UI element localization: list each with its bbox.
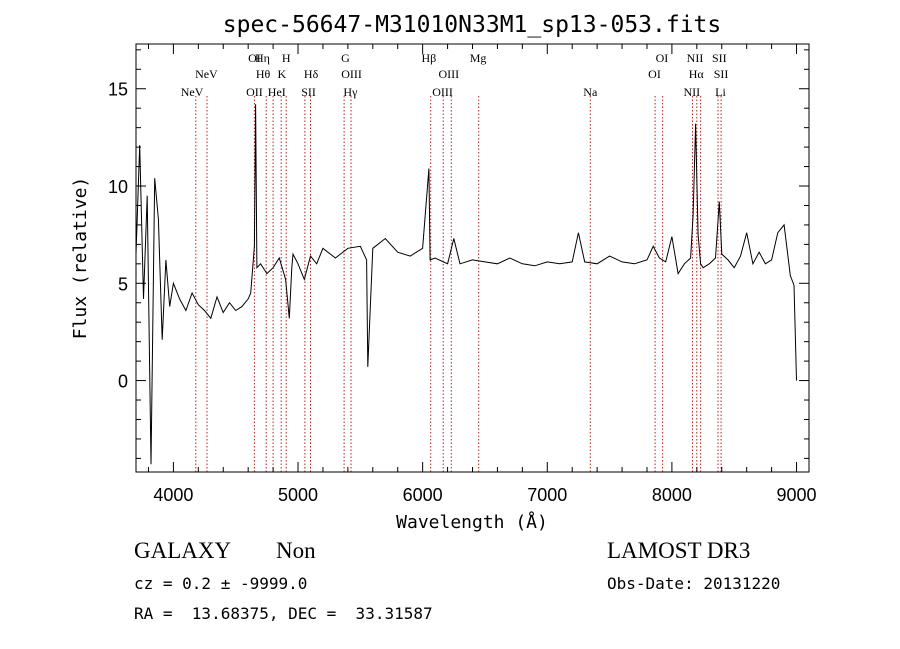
line-label: Hδ [304,67,319,81]
x-tick-label: 4000 [153,485,193,505]
survey-name: LAMOST DR3 [607,538,751,563]
line-label: Hα [689,67,705,81]
line-label: H [282,51,291,65]
line-label: SII [301,85,316,99]
x-tick-label: 8000 [652,485,692,505]
y-tick-label: 10 [108,177,128,197]
plot-frame [135,43,810,473]
line-label: NII [683,85,700,99]
line-label: OIII [341,67,362,81]
x-tick-label: 9000 [777,485,817,505]
x-tick-label: 5000 [278,485,318,505]
spectrum-line [135,104,797,465]
x-tick-label: 6000 [403,485,443,505]
chart-title: spec-56647-M31010N33M1_sp13-053.fits [223,12,722,38]
y-axis-label: Flux (relative) [70,177,91,340]
y-tick-label: 15 [108,80,128,100]
emission-line-markers [195,96,722,472]
line-label: Mg [470,51,487,65]
line-label: Hβ [422,51,437,65]
coordinates: RA = 13.68375, DEC = 33.31587 [134,604,433,623]
line-label: Hθ [256,67,271,81]
line-label: HeI [268,85,286,99]
line-label: K [277,67,286,81]
line-label: Na [583,85,598,99]
line-label: OII [246,85,263,99]
line-label: Hγ [343,85,358,99]
line-label: Hη [255,51,270,65]
line-label: OI [656,51,669,65]
line-label: NeV [195,67,218,81]
line-label: G [341,51,350,65]
obs-date: Obs-Date: 20131220 [607,574,781,593]
y-tick-label: 5 [118,274,128,294]
line-label: OI [648,67,661,81]
line-label: NeV [181,85,204,99]
line-label: OIII [438,67,459,81]
object-subclass: Non [276,538,316,563]
line-label: OI [248,51,261,65]
line-label: NII [687,51,704,65]
x-tick-label: 7000 [527,485,567,505]
redshift-readout: cz = 0.2 ± -9999.0 [134,574,308,593]
line-label: Li [715,85,726,99]
line-label: SII [712,51,727,65]
y-tick-label: 0 [118,372,128,392]
line-label: SII [714,67,729,81]
x-axis-label: Wavelength (Å) [396,511,548,533]
line-label: OIII [432,85,453,99]
object-class: GALAXY [134,538,232,563]
axes: 4000 5000 6000 7000 8000 9000 0 5 10 15 [108,44,817,505]
